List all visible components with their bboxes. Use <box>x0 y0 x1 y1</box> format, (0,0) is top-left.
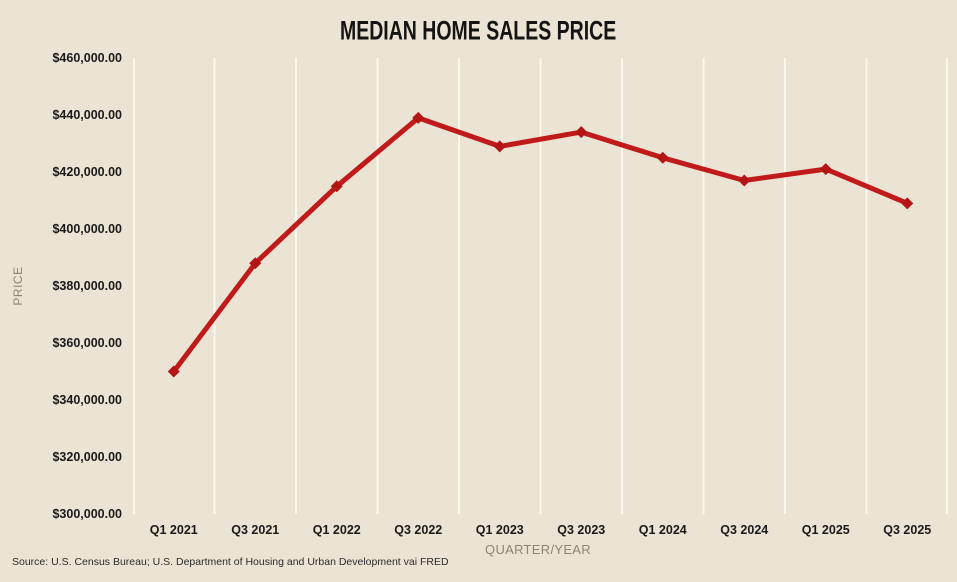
x-tick-label: Q3 2022 <box>394 523 443 537</box>
source-note: Source: U.S. Census Bureau; U.S. Departm… <box>12 556 449 568</box>
chart-title: MEDIAN HOME SALES PRICE <box>0 10 957 47</box>
y-tick-label: $460,000.00 <box>52 51 122 65</box>
x-tick-label: Q1 2025 <box>801 523 850 537</box>
x-tick-label: Q1 2023 <box>475 523 524 537</box>
price-line <box>171 115 910 374</box>
data-point-marker <box>167 365 180 378</box>
data-point-marker <box>656 151 669 164</box>
data-point-marker <box>249 257 262 270</box>
x-tick-label: Q1 2022 <box>312 523 361 537</box>
data-point-marker <box>819 163 832 176</box>
data-point-marker <box>493 140 506 153</box>
y-tick-label: $320,000.00 <box>52 450 122 464</box>
x-tick-label: Q3 2025 <box>883 523 932 537</box>
data-point-marker <box>575 126 588 139</box>
x-tick-label: Q3 2021 <box>231 523 280 537</box>
y-tick-label: $340,000.00 <box>52 393 122 407</box>
chart-title-text: MEDIAN HOME SALES PRICE <box>340 15 617 47</box>
y-tick-label: $420,000.00 <box>52 165 122 179</box>
y-tick-label: $440,000.00 <box>52 108 122 122</box>
x-tick-label: Q1 2021 <box>149 523 198 537</box>
plot-area <box>133 58 948 514</box>
x-tick-label: Q1 2024 <box>638 523 687 537</box>
data-point-marker <box>738 174 751 187</box>
data-point-marker <box>330 180 343 193</box>
x-tick-label: Q3 2023 <box>557 523 606 537</box>
data-point-marker <box>901 197 914 210</box>
y-tick-label: $300,000.00 <box>52 507 122 521</box>
x-axis-title: QUARTER/YEAR <box>485 542 591 557</box>
y-tick-label: $380,000.00 <box>52 279 122 293</box>
y-tick-label: $400,000.00 <box>52 222 122 236</box>
y-tick-label: $360,000.00 <box>52 336 122 350</box>
data-point-marker <box>412 111 425 124</box>
x-tick-label: Q3 2024 <box>720 523 769 537</box>
